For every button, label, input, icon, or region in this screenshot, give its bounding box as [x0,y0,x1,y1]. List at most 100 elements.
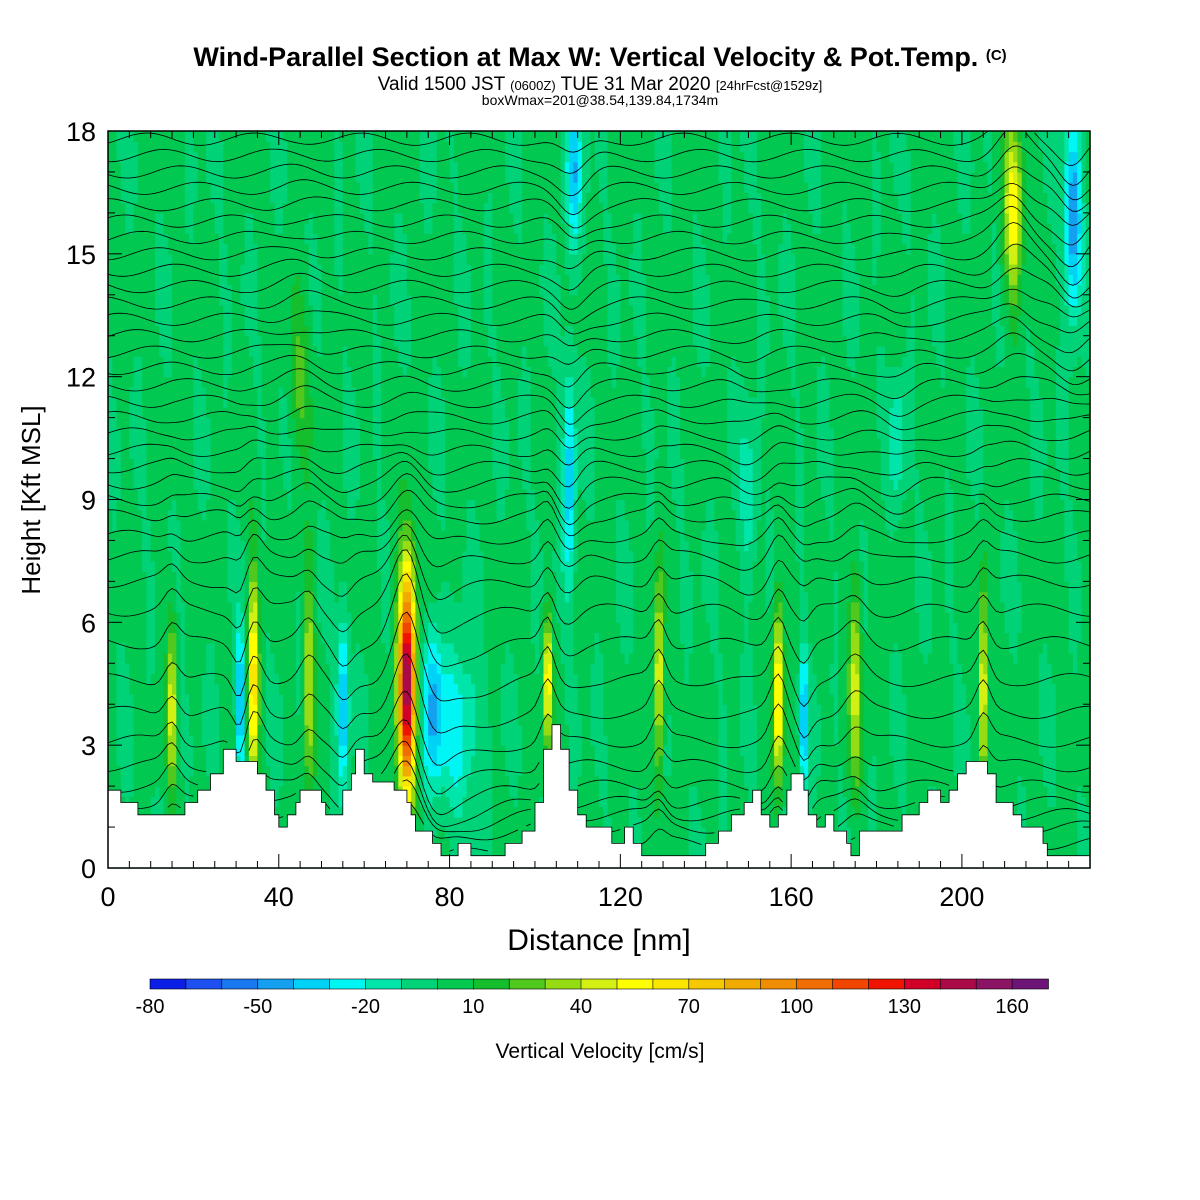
w-cell [266,550,271,562]
w-cell [108,427,113,439]
w-cell [278,274,284,286]
w-cell [193,734,199,746]
w-cell [355,663,361,675]
w-cell [133,202,139,214]
w-cell [197,509,203,521]
w-cell [163,530,169,541]
w-cell [112,305,118,316]
w-cell [278,171,284,183]
w-cell [377,438,382,449]
w-cell [227,550,233,562]
w-cell [167,663,173,675]
w-cell [325,274,331,286]
w-cell [312,192,318,204]
w-cell [317,407,323,419]
w-cell [236,192,241,204]
w-cell [372,550,378,562]
w-cell [257,274,263,286]
w-cell [334,673,340,685]
w-cell [308,305,314,316]
w-cell [163,192,169,204]
w-cell [116,468,122,480]
w-cell [244,427,250,439]
w-cell [210,192,216,204]
w-cell [197,438,203,449]
w-cell [244,212,250,224]
w-cell [223,560,229,572]
w-cell [261,212,267,224]
w-cell [133,734,139,746]
w-cell [300,775,305,787]
w-cell [206,335,212,347]
w-cell [330,243,335,255]
w-cell [325,601,331,613]
w-cell [308,386,314,398]
w-cell [189,233,194,245]
w-cell [223,417,229,429]
w-cell [210,243,216,255]
w-cell [368,264,374,275]
w-cell [342,294,348,306]
w-cell [244,560,250,572]
w-cell [108,653,113,664]
w-cell [236,724,241,736]
w-cell [385,468,391,480]
w-cell [253,591,259,603]
w-cell [317,632,323,644]
w-cell [167,755,173,767]
w-cell [334,397,340,408]
w-cell [133,305,139,316]
w-cell [325,141,331,152]
w-cell [201,427,207,439]
w-cell [283,417,288,429]
w-cell [300,499,305,511]
w-cell [372,376,378,388]
w-cell [295,734,301,746]
w-cell [389,305,395,316]
w-cell [283,386,288,398]
w-cell [347,386,352,398]
w-cell [116,479,122,490]
w-cell [334,305,340,316]
w-cell [219,734,224,746]
w-cell [236,622,241,634]
w-cell [338,724,344,736]
w-cell [266,325,271,337]
w-cell [270,560,276,572]
w-cell [266,233,271,245]
w-cell [334,806,340,818]
w-cell [142,540,148,552]
w-cell [184,294,190,306]
w-cell [210,509,216,521]
w-cell [227,438,233,449]
w-cell [261,468,267,480]
w-cell [137,530,143,541]
w-cell [368,458,374,470]
w-cell [287,581,293,593]
w-cell [112,714,118,726]
w-cell [274,192,280,204]
w-cell [283,755,288,767]
w-cell [278,509,284,521]
w-cell [125,796,130,808]
w-cell [248,704,254,715]
w-cell [278,223,284,234]
w-cell [342,438,348,449]
w-cell [189,714,194,726]
w-cell [180,499,186,511]
w-cell [176,550,182,562]
w-cell [278,632,284,644]
w-cell [112,550,118,562]
w-cell [385,601,391,613]
w-cell [325,489,331,501]
w-cell [270,233,276,245]
w-cell [142,601,148,613]
w-cell [163,468,169,480]
w-cell [142,315,148,327]
w-cell [244,755,250,767]
w-cell [223,632,229,644]
w-cell [266,653,271,664]
w-cell [155,673,160,685]
w-cell [180,448,186,460]
w-cell [274,653,280,664]
